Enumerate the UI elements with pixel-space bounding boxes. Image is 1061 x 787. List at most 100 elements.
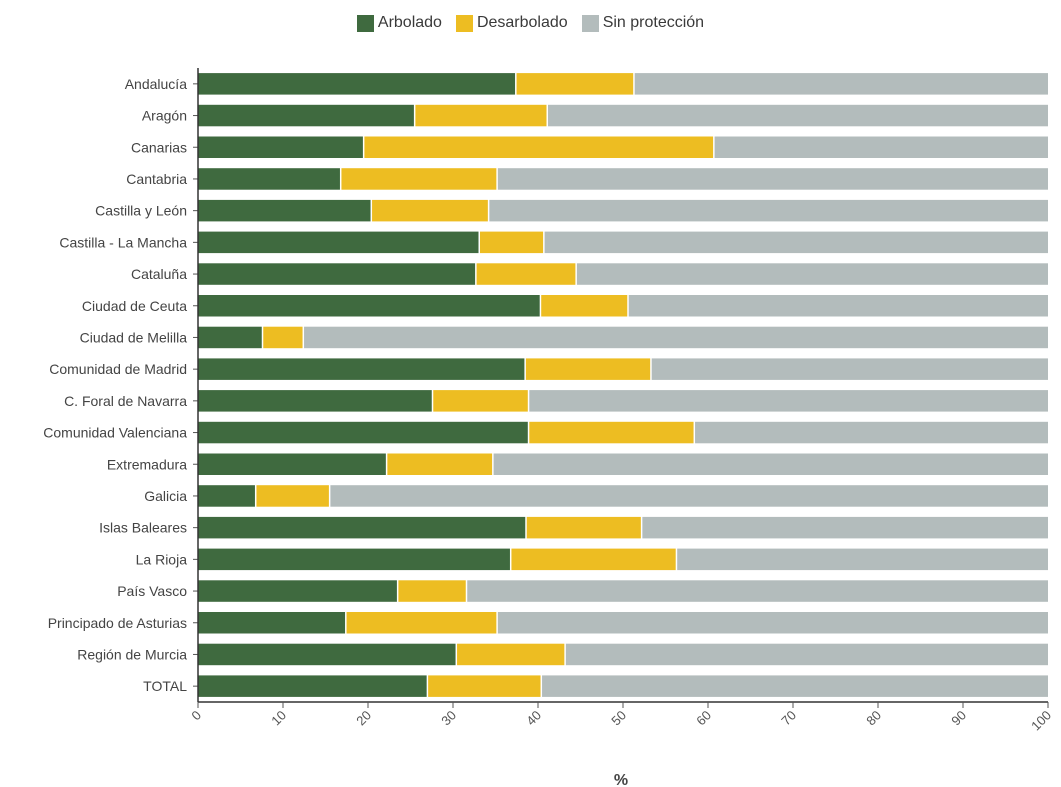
x-tick-label-5: 50	[608, 708, 629, 729]
legend-swatch-sin-proteccion	[581, 14, 599, 32]
x-axis-label: %	[614, 772, 628, 787]
bar-1-18[interactable]	[457, 643, 565, 666]
legend-swatch-desarbolado	[455, 14, 473, 32]
bar-2-13[interactable]	[330, 485, 1048, 507]
bar-1-13[interactable]	[256, 485, 329, 507]
bar-0-4[interactable]	[198, 199, 371, 222]
bar-1-12[interactable]	[387, 453, 493, 476]
x-tick-label-0: 0	[188, 708, 204, 724]
bar-2-7[interactable]	[628, 295, 1048, 317]
bar-1-16[interactable]	[398, 580, 466, 602]
y-tick-label-11: Comunidad Valenciana	[43, 425, 187, 441]
bar-0-9[interactable]	[198, 358, 525, 380]
legend-label-sin-proteccion: Sin protección	[602, 14, 705, 31]
bar-2-11[interactable]	[695, 421, 1048, 444]
bar-1-4[interactable]	[372, 199, 488, 222]
bar-0-0[interactable]	[198, 73, 516, 95]
bar-1-2[interactable]	[364, 136, 714, 159]
bar-0-1[interactable]	[198, 104, 414, 127]
bar-0-6[interactable]	[198, 263, 476, 285]
y-tick-label-7: Ciudad de Ceuta	[82, 298, 187, 314]
y-tick-label-17: Principado de Asturias	[48, 615, 187, 631]
x-tick-label-10: 100	[1028, 708, 1054, 734]
bar-0-2[interactable]	[198, 136, 363, 159]
legend-item-arbolado[interactable]: Arbolado	[356, 14, 442, 32]
x-tick-label-9: 90	[948, 708, 969, 729]
bar-1-5[interactable]	[480, 231, 544, 254]
bar-1-11[interactable]	[529, 421, 694, 444]
y-tick-label-12: Extremadura	[107, 456, 187, 472]
y-tick-label-15: La Rioja	[136, 551, 188, 567]
y-tick-label-6: Cataluña	[131, 266, 187, 282]
y-tick-label-0: Andalucía	[125, 76, 187, 92]
bar-2-0[interactable]	[634, 73, 1048, 95]
bar-1-1[interactable]	[415, 104, 547, 127]
legend-item-sin-proteccion[interactable]: Sin protección	[581, 14, 705, 32]
y-tick-label-16: País Vasco	[117, 583, 187, 599]
bar-1-19[interactable]	[428, 675, 541, 697]
bar-0-15[interactable]	[198, 548, 510, 571]
bar-2-12[interactable]	[493, 453, 1049, 476]
bar-1-7[interactable]	[541, 295, 628, 317]
bar-1-14[interactable]	[526, 516, 641, 539]
y-tick-label-19: TOTAL	[143, 678, 187, 694]
bar-0-17[interactable]	[198, 612, 346, 634]
bar-2-6[interactable]	[576, 263, 1048, 285]
y-tick-label-13: Galicia	[144, 488, 187, 504]
bar-0-7[interactable]	[198, 295, 540, 317]
bar-1-8[interactable]	[263, 326, 303, 349]
bar-2-18[interactable]	[565, 643, 1048, 666]
y-tick-label-8: Ciudad de Melilla	[80, 329, 188, 345]
y-tick-label-9: Comunidad de Madrid	[49, 361, 187, 377]
x-tick-label-3: 30	[438, 708, 459, 729]
y-tick-label-1: Aragón	[142, 108, 187, 124]
bar-0-19[interactable]	[198, 675, 427, 697]
bar-2-16[interactable]	[467, 580, 1048, 602]
legend-label-desarbolado: Desarbolado	[476, 14, 568, 31]
bar-2-9[interactable]	[651, 358, 1048, 380]
bar-2-17[interactable]	[497, 612, 1049, 634]
x-tick-label-2: 20	[353, 708, 374, 729]
y-tick-label-10: C. Foral de Navarra	[64, 393, 187, 409]
bar-1-15[interactable]	[511, 548, 676, 571]
bar-2-10[interactable]	[529, 390, 1048, 412]
bar-2-4[interactable]	[489, 199, 1049, 222]
y-tick-label-3: Cantabria	[126, 171, 187, 187]
y-tick-label-2: Canarias	[131, 139, 187, 155]
bar-1-9[interactable]	[525, 358, 651, 380]
bar-0-8[interactable]	[198, 326, 262, 349]
bar-1-0[interactable]	[516, 73, 634, 95]
bar-1-10[interactable]	[433, 390, 528, 412]
bar-2-5[interactable]	[544, 231, 1048, 254]
x-tick-label-1: 10	[268, 708, 289, 729]
bar-2-8[interactable]	[304, 326, 1048, 349]
bar-1-17[interactable]	[346, 612, 497, 634]
legend-item-desarbolado[interactable]: Desarbolado	[455, 14, 568, 32]
bar-2-2[interactable]	[714, 136, 1048, 159]
bar-2-3[interactable]	[497, 168, 1049, 190]
bar-2-19[interactable]	[542, 675, 1048, 697]
chart-legend: Arbolado Desarbolado Sin protección	[0, 14, 1061, 32]
bar-0-10[interactable]	[198, 390, 432, 412]
bar-0-14[interactable]	[198, 516, 526, 539]
bar-0-3[interactable]	[198, 168, 340, 190]
bar-0-11[interactable]	[198, 421, 528, 444]
bar-1-3[interactable]	[341, 168, 497, 190]
y-tick-label-14: Islas Baleares	[99, 520, 187, 536]
bar-0-12[interactable]	[198, 453, 386, 476]
bar-0-13[interactable]	[198, 485, 255, 507]
bar-0-18[interactable]	[198, 643, 456, 666]
x-tick-label-4: 40	[523, 708, 544, 729]
y-tick-label-4: Castilla y León	[95, 203, 187, 219]
bar-2-15[interactable]	[677, 548, 1048, 571]
x-tick-label-6: 60	[693, 708, 714, 729]
bar-0-16[interactable]	[198, 580, 397, 602]
x-tick-label-8: 80	[863, 708, 884, 729]
bar-2-14[interactable]	[642, 516, 1048, 539]
x-tick-label-7: 70	[778, 708, 799, 729]
y-tick-label-18: Región de Murcia	[77, 646, 187, 662]
bar-2-1[interactable]	[548, 104, 1048, 127]
bar-1-6[interactable]	[476, 263, 576, 285]
bar-0-5[interactable]	[198, 231, 479, 254]
